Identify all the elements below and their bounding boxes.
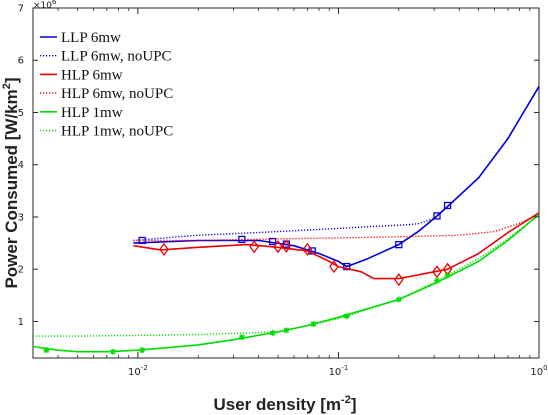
y-axis-title: Power Consumed [W/km2]: [1, 77, 21, 288]
marker-llp-6mw-6: [395, 240, 403, 249]
y-tick-label-3: 3: [18, 212, 24, 223]
marker-hlp-6mw-5: [329, 259, 339, 274]
legend-label-hlp-1mw-noupc: HLP 1mw, noUPC: [61, 124, 173, 140]
plot-frame: [32, 7, 540, 359]
series-llp-6mw-noupc: [133, 85, 539, 242]
ticks-layer: 1 2 3 4 5 6 7 10-2 10-1 100: [18, 4, 548, 379]
legend: LLP 6mw LLP 6mw, noUPC HLP 6mw HLP 6mw, noU…: [40, 30, 173, 140]
marker-hlp-1mw-10: [444, 272, 451, 279]
series-layer: [33, 85, 539, 355]
y-tick-label-2: 2: [18, 265, 24, 276]
marker-hlp-1mw-4: [269, 329, 276, 336]
series-line-hlp-1mw-noupc: [33, 213, 539, 337]
marker-hlp-1mw-0: [43, 347, 50, 354]
series-line-llp-6mw-noupc: [133, 85, 539, 242]
marker-llp-6mw-2: [269, 237, 277, 246]
series-clip-group: [33, 85, 539, 355]
marker-hlp-6mw-0: [159, 242, 169, 256]
y-multiplier: ×106: [33, 0, 57, 11]
marker-hlp-1mw-8: [395, 296, 402, 303]
y-tick-label-7: 7: [18, 4, 24, 15]
legend-label-hlp-6mw: HLP 6mw: [61, 67, 123, 83]
series-line-hlp-1mw: [33, 213, 539, 353]
x-axis-title: User density [m-2]: [214, 394, 357, 414]
marker-hlp-1mw-9: [433, 277, 440, 284]
series-hlp-1mw-noupc: [33, 213, 539, 337]
plot-area: [32, 7, 540, 359]
y-tick-label-5: 5: [18, 108, 24, 119]
x-tick-label-1: 10-1: [329, 364, 349, 378]
legend-entry-hlp-1mw: HLP 1mw: [40, 105, 123, 121]
marker-hlp-6mw-2: [273, 240, 283, 254]
legend-label-hlp-6mw-noupc: HLP 6mw, noUPC: [61, 86, 173, 102]
marker-hlp-6mw-7: [432, 265, 442, 279]
marker-hlp-1mw-5: [283, 327, 290, 334]
marker-hlp-1mw-2: [139, 347, 146, 354]
y-tick-label-4: 4: [18, 160, 24, 171]
y-tick-label-6: 6: [18, 56, 24, 67]
legend-label-llp-6mw-noupc: LLP 6mw, noUPC: [61, 49, 172, 65]
marker-hlp-6mw-4: [302, 242, 313, 256]
series-hlp-6mw: [133, 211, 539, 287]
legend-label-llp-6mw: LLP 6mw: [61, 30, 121, 46]
marker-llp-6mw-5: [343, 262, 351, 271]
legend-entry-hlp-1mw-noupc: HLP 1mw, noUPC: [40, 124, 173, 140]
legend-entry-hlp-6mw-noupc: HLP 6mw, noUPC: [40, 86, 173, 102]
marker-hlp-1mw-6: [310, 321, 317, 328]
marker-hlp-6mw-3: [281, 239, 292, 253]
legend-label-hlp-1mw: HLP 1mw: [61, 105, 123, 121]
legend-entry-hlp-6mw: HLP 6mw: [40, 67, 123, 83]
x-tick-label-2: 100: [530, 364, 547, 378]
marker-llp-6mw-8: [443, 201, 452, 210]
marker-hlp-6mw-6: [394, 273, 404, 287]
marker-hlp-1mw-1: [109, 348, 116, 355]
y-tick-label-1: 1: [18, 317, 24, 328]
series-line-hlp-6mw: [133, 211, 539, 280]
marker-llp-6mw-7: [433, 212, 441, 220]
marker-hlp-6mw-1: [249, 240, 259, 254]
marker-llp-6mw-0: [138, 236, 146, 245]
legend-entry-llp-6mw-noupc: LLP 6mw, noUPC: [40, 49, 172, 65]
x-tick-label-0: 10-2: [128, 364, 148, 378]
marker-hlp-1mw-3: [238, 334, 245, 341]
legend-entry-llp-6mw: LLP 6mw: [40, 30, 121, 46]
